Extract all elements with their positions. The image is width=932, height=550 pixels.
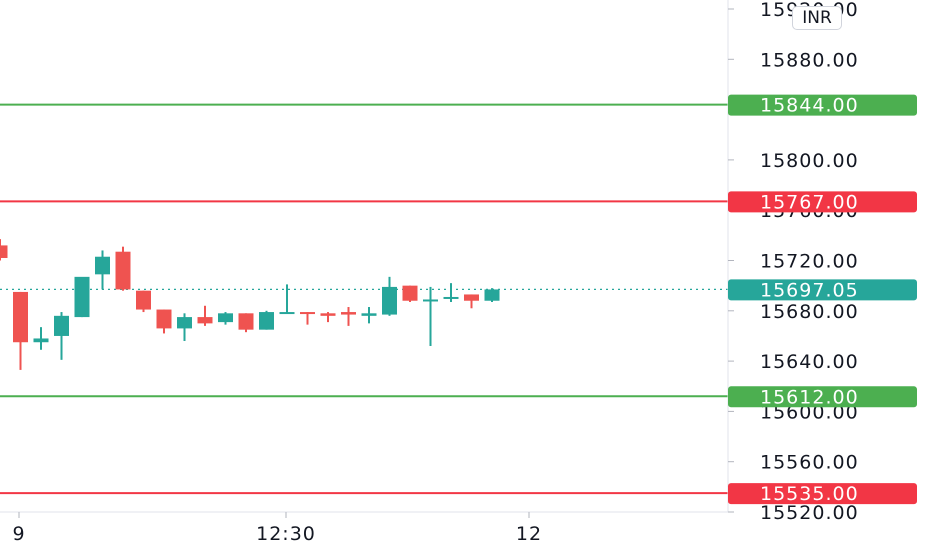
candle[interactable] [177,313,192,341]
resistance-level-badge [728,483,917,505]
candle-body [13,291,28,343]
y-tick-label: 15560.00 [760,452,859,474]
candle-body [464,294,479,301]
candle-body [382,286,397,315]
candle-body [33,338,49,343]
candle[interactable] [156,309,172,334]
candle-body [136,290,151,310]
support-level-badge [728,386,917,408]
candle-body [74,276,90,318]
candle-body [95,256,110,275]
y-tick-label: 15520.00 [760,502,859,524]
y-tick-label: 15680.00 [760,301,859,323]
current-price-badge-label: 15697.05 [760,279,859,301]
resistance-level-badge [728,191,917,213]
candle-body [54,315,69,336]
candle[interactable] [238,313,254,333]
candle-body [115,251,131,290]
candle[interactable] [423,286,438,347]
candle[interactable] [13,291,28,370]
price-axis[interactable]: 15920.0015880.0015800.0015760.0015720.00… [728,0,859,524]
candle[interactable] [361,307,377,324]
candle[interactable] [484,288,500,302]
currency-button[interactable]: INR [792,6,842,30]
candle[interactable] [33,327,49,350]
x-tick-label: 12:30 [256,523,316,545]
candle[interactable] [402,285,418,302]
resistance-level-badge-label: 15535.00 [760,483,859,505]
candle-body [156,309,172,329]
candle[interactable] [136,290,151,313]
candle[interactable] [115,246,131,291]
candle[interactable] [54,312,69,360]
candle-body [320,313,336,316]
price-badges: 15844.00 15767.00 15612.00 15535.00 15697.05 [728,94,917,505]
time-axis[interactable]: 9 12:30 12 [12,512,542,545]
candle-body [484,289,500,301]
candle[interactable] [443,283,459,302]
candle[interactable] [95,250,110,290]
y-tick-label: 15800.00 [760,150,859,172]
candle-body [197,317,213,324]
candle[interactable] [341,307,356,326]
candle[interactable] [197,305,213,326]
candle[interactable] [382,276,397,316]
candle[interactable] [300,312,315,325]
candle[interactable] [74,276,90,318]
y-tick-label: 15720.00 [760,251,859,273]
candle-body [402,285,418,301]
candle[interactable] [0,239,8,261]
candle[interactable] [259,310,274,330]
horizontal-levels [0,103,728,495]
y-tick-label: 15880.00 [760,49,859,71]
support-level-badge-label: 15844.00 [760,95,859,117]
candle[interactable] [218,312,233,325]
y-tick-label: 15640.00 [760,351,859,373]
candle[interactable] [320,312,336,323]
candle-body [443,296,459,299]
candle-body [218,313,233,323]
candle[interactable] [464,294,479,309]
support-level-badge [728,94,917,116]
candle-body [361,313,377,316]
candle-body [177,317,192,329]
candles [0,239,500,370]
x-tick-label: 12 [516,523,542,545]
resistance-level-badge-label: 15767.00 [760,191,859,213]
candle-body [0,245,8,258]
candle-body [259,312,274,330]
x-tick-label: 9 [12,523,25,545]
candle-body [238,313,254,330]
candle-body [279,312,295,315]
candle[interactable] [279,284,295,315]
support-level-badge-label: 15612.00 [760,386,859,408]
candle-body [300,312,315,315]
current-price-badge [728,279,917,301]
candle-body [423,299,438,302]
candle-body [341,312,356,315]
